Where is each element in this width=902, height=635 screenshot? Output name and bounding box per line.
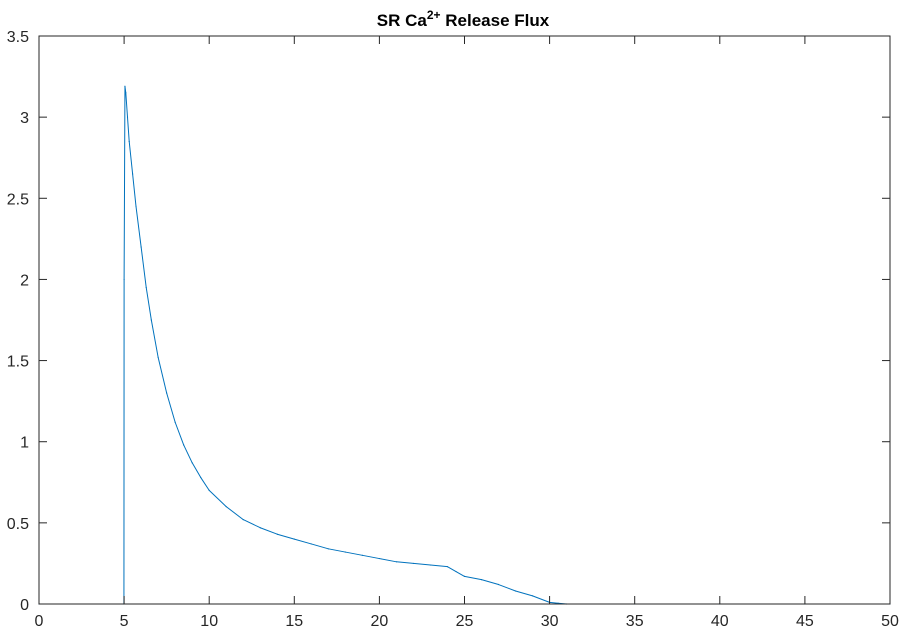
chart-title: SR Ca2+ Release Flux	[377, 8, 550, 30]
y-tick-label: 1.5	[7, 354, 29, 371]
data-point	[344, 551, 346, 553]
data-point	[242, 519, 244, 521]
data-point	[259, 527, 261, 529]
data-point	[463, 575, 466, 578]
chart-title-suffix: Release Flux	[441, 11, 550, 30]
data-point	[276, 533, 278, 535]
data-point	[497, 583, 500, 586]
data-point	[361, 554, 363, 556]
data-point	[150, 319, 152, 321]
y-tick-label: 3	[20, 110, 29, 127]
data-point	[514, 590, 517, 592]
data-point	[293, 538, 295, 540]
data-point	[455, 570, 457, 573]
data-point	[480, 579, 483, 581]
x-tick-label: 25	[456, 613, 474, 630]
series-line	[39, 85, 890, 605]
plot-frame	[38, 35, 891, 605]
data-point	[135, 205, 137, 207]
data-point	[531, 595, 534, 597]
x-tick-label: 0	[35, 613, 44, 630]
series-layer	[38, 85, 891, 605]
tick-layer: 0 5 10 15 20 25 30 35 40 45 50 0 0.5 1 1.5 2 2.5 3 3.5	[7, 29, 899, 630]
x-tick-label: 15	[285, 613, 303, 630]
data-point	[395, 561, 398, 563]
data-point	[140, 246, 142, 248]
data-point	[446, 566, 449, 568]
data-point	[132, 173, 134, 175]
data-point	[557, 602, 559, 604]
data-point	[429, 564, 432, 566]
data-point	[225, 506, 227, 508]
y-tick-label: 1	[20, 435, 29, 452]
data-point	[126, 116, 129, 118]
x-tick-label: 45	[796, 613, 814, 630]
data-point	[191, 462, 193, 464]
data-point	[327, 548, 329, 550]
data-point	[208, 489, 210, 491]
y-tick-label: 0.5	[7, 516, 29, 533]
y-tick-label: 2	[20, 272, 29, 289]
data-point	[174, 421, 176, 423]
data-point	[124, 85, 126, 87]
data-point	[166, 392, 168, 394]
data-point	[310, 543, 312, 545]
x-tick-label: 50	[881, 613, 899, 630]
y-tick-label: 3.5	[7, 29, 29, 46]
x-tick-label: 35	[626, 613, 644, 630]
y-tick-label: 2.5	[7, 191, 29, 208]
data-point	[412, 562, 415, 565]
data-point	[128, 140, 130, 143]
data-point	[123, 278, 125, 281]
data-point	[157, 356, 159, 358]
data-point	[378, 557, 380, 560]
x-tick-label: 10	[200, 613, 218, 630]
x-tick-label: 20	[371, 613, 389, 630]
chart-title-superscript: 2+	[427, 8, 441, 22]
x-tick-label: 30	[541, 613, 559, 630]
data-point	[125, 92, 127, 94]
x-tick-label: 5	[120, 613, 129, 630]
data-point	[145, 286, 147, 289]
data-point	[200, 476, 202, 479]
y-tick-label: 0	[20, 597, 29, 614]
x-tick-label: 40	[711, 613, 729, 630]
chart-title-main: SR Ca	[377, 11, 428, 30]
data-point	[183, 444, 185, 446]
